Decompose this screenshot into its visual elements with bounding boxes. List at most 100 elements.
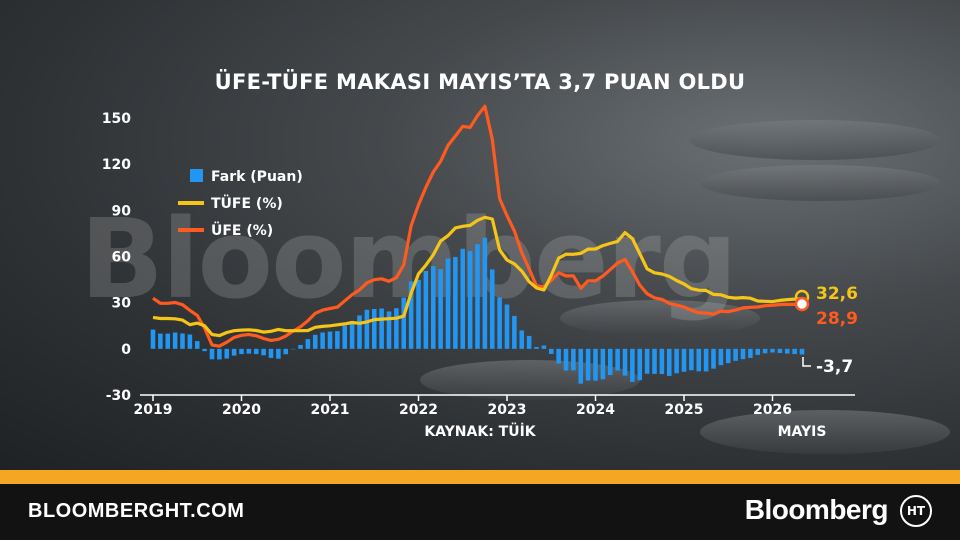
fark-bar [504, 304, 510, 349]
fark-bar [342, 325, 348, 349]
fark-bar [335, 331, 340, 349]
x-tick-label: 2022 [399, 402, 438, 418]
fark-bar [187, 334, 193, 349]
fark-bar [231, 348, 237, 356]
coin-stack [690, 120, 940, 160]
x-end-month-label: MAYIS [778, 424, 827, 440]
end-markers: 32,6 28,9 -3,7 [794, 284, 858, 377]
fark-bar [711, 348, 716, 369]
fark-bar [681, 348, 687, 372]
fark-bar [637, 348, 643, 381]
fark-bar [224, 348, 230, 359]
ufe-end-marker [794, 296, 810, 312]
fark-bar [416, 279, 421, 349]
fark-bar [792, 348, 797, 355]
fark-bar [563, 348, 569, 371]
fark-bar [165, 333, 171, 349]
y-tick-label: 150 [102, 111, 131, 127]
fark-bar [357, 315, 362, 349]
y-tick-label: 30 [112, 296, 132, 312]
x-tick-label: 2023 [488, 402, 527, 418]
fark-end-bracket [802, 357, 811, 367]
fark-bar [158, 333, 163, 349]
fark-bar [762, 348, 768, 354]
fark-bar [430, 266, 436, 349]
fark-bar [283, 348, 289, 355]
fark-bar [740, 348, 746, 360]
footer-url[interactable]: BLOOMBERGHT.COM [28, 500, 245, 522]
fark-bar [305, 339, 311, 349]
fark-end-label: -3,7 [816, 357, 853, 377]
fark-bar [666, 348, 672, 376]
fark-bar [652, 348, 657, 374]
fark-bar [534, 346, 539, 349]
fark-bar [696, 348, 702, 372]
fark-bar [394, 308, 399, 349]
y-tick-label: 90 [112, 203, 132, 219]
fark-bar [556, 348, 561, 364]
fark-bar [268, 348, 274, 358]
legend-tufe-label: TÜFE (%) [211, 194, 283, 212]
chart-title: ÜFE-TÜFE MAKASI MAYIS’TA 3,7 PUAN OLDU [214, 70, 746, 94]
fark-bar [172, 332, 178, 349]
fark-bar [748, 348, 753, 358]
fark-bar [571, 348, 576, 371]
footer-bar: BLOOMBERGHT.COM Bloomberg HT [0, 484, 960, 540]
x-tick-label: 2025 [665, 402, 704, 418]
fark-bar [445, 258, 451, 349]
fark-bar [408, 281, 414, 349]
fark-bar [364, 309, 370, 349]
fark-bar [467, 250, 473, 349]
y-tick-label: 120 [102, 157, 131, 173]
x-axis: 2019 2020 2021 2022 2023 2024 2025 2026 [134, 394, 855, 418]
legend-fark-swatch [190, 169, 203, 182]
fark-bar [600, 348, 606, 380]
fark-bar [548, 348, 554, 354]
fark-bar [674, 348, 679, 374]
fark-bar [497, 297, 502, 349]
coin-stack [560, 300, 760, 336]
fark-bar [246, 348, 252, 354]
fark-bar [526, 335, 532, 349]
x-tick-label: 2024 [576, 402, 615, 418]
fark-bar [622, 348, 628, 376]
tufe-end-label: 32,6 [816, 284, 858, 304]
accent-strip [0, 470, 960, 484]
fark-bar [423, 270, 429, 349]
fark-bar [615, 348, 620, 371]
fark-bar [659, 348, 665, 375]
fark-bar [239, 348, 244, 355]
fark-bar [703, 348, 709, 372]
legend-ufe-label: ÜFE (%) [211, 221, 273, 239]
fark-bar [489, 269, 495, 349]
coin-stack [700, 410, 950, 454]
fark-bar [593, 348, 598, 381]
fark-bar [453, 256, 458, 349]
fark-bar [371, 308, 377, 349]
fark-bar [217, 348, 222, 360]
legend: Fark (Puan) TÜFE (%) ÜFE (%) [178, 169, 303, 239]
y-axis: 150 120 90 60 30 0 -30 [102, 111, 131, 404]
y-tick-label: 60 [112, 250, 132, 266]
fark-bar [298, 344, 303, 349]
fark-bar [799, 348, 805, 355]
fark-bar [438, 269, 443, 349]
footer-brand-logo: Bloomberg [744, 494, 889, 525]
fark-bar [482, 237, 488, 349]
fark-bar [401, 297, 407, 349]
fark-bar [725, 348, 731, 364]
series-lines [152, 104, 803, 348]
fark-bar [180, 333, 185, 349]
x-tick-label: 2026 [753, 402, 792, 418]
tufe-line [152, 215, 803, 338]
y-tick-label: -30 [106, 388, 132, 404]
legend-fark-label: Fark (Puan) [211, 169, 303, 185]
fark-bar [644, 348, 650, 374]
ht-logo-icon: HT [900, 495, 932, 527]
coin-background [0, 0, 960, 470]
fark-bar [150, 329, 156, 349]
fark-bar [320, 332, 325, 349]
fark-bar [209, 348, 215, 360]
fark-bar [261, 348, 266, 356]
